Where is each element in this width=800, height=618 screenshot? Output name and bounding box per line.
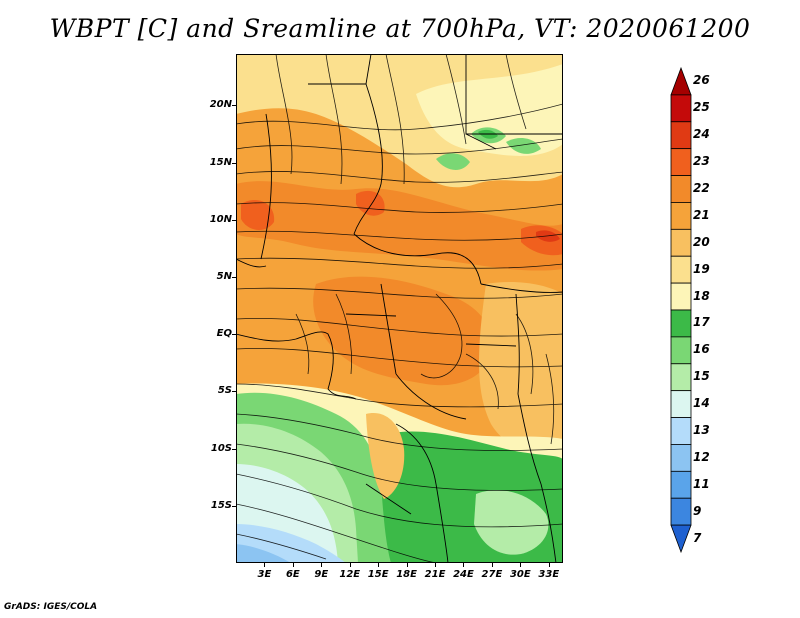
lat-tick: [232, 391, 236, 393]
lon-label: 12E: [339, 569, 361, 580]
lon-tick: [463, 563, 465, 567]
colorbar-segment: [670, 363, 692, 392]
field-warm-band-west: [236, 181, 563, 271]
map-panel: [236, 54, 563, 563]
lon-tick: [406, 563, 408, 567]
field-north-yellow-west: [236, 54, 376, 100]
colorbar-label: 19: [693, 261, 710, 276]
lon-label: 30E: [509, 569, 531, 580]
colorbar-segment: [670, 470, 692, 499]
lon-label: 21E: [424, 569, 446, 580]
colorbar: [670, 66, 692, 554]
lat-tick: [232, 505, 236, 507]
map-title: WBPT [C] and Sreamline at 700hPa, VT: 20…: [49, 14, 751, 43]
colorbar-label: 18: [693, 288, 710, 303]
lon-tick: [321, 563, 323, 567]
lon-label: 18E: [396, 569, 417, 580]
colorbar-segment: [670, 390, 692, 418]
lon-label: 3E: [257, 569, 272, 580]
lon-tick: [264, 563, 266, 567]
colorbar-segment: [670, 497, 692, 526]
colorbar-label: 24: [693, 127, 710, 142]
lon-tick: [378, 563, 380, 567]
field-north-yellow-east: [416, 64, 563, 156]
lat-label: 15N: [209, 156, 232, 168]
lat-label: 10S: [210, 442, 232, 454]
colorbar-segment: [670, 309, 692, 338]
colorbar-segment: [670, 148, 692, 176]
lat-tick: [232, 334, 236, 336]
political-boundaries: [236, 54, 563, 563]
colorbar-label: 14: [693, 396, 710, 411]
lat-tick: [232, 162, 236, 164]
colorbar-segment: [670, 282, 692, 311]
colorbar-label: 20: [693, 234, 710, 249]
field-south-blue-deep: [236, 544, 291, 563]
lat-label: 15S: [210, 499, 232, 511]
colorbar-label: 13: [693, 423, 710, 437]
lat-tick: [232, 105, 236, 107]
lon-tick: [548, 563, 550, 567]
wbpt-field-map: [236, 54, 563, 563]
lat-label: 20N: [209, 99, 232, 111]
colorbar-segment: [670, 228, 692, 257]
colorbar-label: 25: [693, 100, 710, 115]
colorbar-label: 7: [693, 530, 702, 545]
lon-label: 24E: [453, 569, 474, 580]
colorbar-segment: [670, 121, 692, 150]
colorbar-label: 12: [693, 449, 710, 464]
field-sahel-green-b: [436, 153, 470, 170]
lat-tick: [232, 277, 236, 279]
lat-label: 5S: [217, 385, 232, 397]
lat-label: EQ: [216, 328, 232, 340]
colorbar-label: 21: [693, 207, 710, 222]
lon-tick: [491, 563, 493, 567]
lat-tick: [232, 219, 236, 221]
colorbar-label: 9: [693, 503, 702, 518]
field-hot-core-w: [241, 200, 275, 230]
lon-label: 33E: [538, 569, 560, 580]
colorbar-segment: [670, 66, 692, 96]
colorbar-segment: [670, 175, 692, 203]
lat-label: 10N: [209, 213, 232, 225]
lon-label: 27E: [481, 569, 503, 580]
lon-label: 15E: [367, 569, 389, 580]
colorbar-segment: [670, 336, 692, 365]
colorbar-segment: [670, 202, 692, 230]
field-sahel-green-c: [506, 138, 541, 154]
colorbar-label: 16: [693, 342, 710, 357]
colorbar-segment: [670, 444, 692, 472]
colorbar-segment: [670, 255, 692, 284]
field-south-light-green-e: [474, 490, 549, 555]
lat-tick: [232, 448, 236, 450]
lon-label: 9E: [314, 569, 329, 580]
colorbar-label: 23: [693, 154, 710, 169]
colorbar-label: 17: [693, 315, 710, 330]
lon-tick: [349, 563, 351, 567]
streamlines: [236, 54, 563, 563]
colorbar-segment: [670, 417, 692, 445]
colorbar-label: 26: [693, 73, 710, 88]
lon-tick: [292, 563, 294, 567]
map-frame: [236, 54, 563, 563]
colorbar-segment: [670, 94, 692, 123]
colorbar-segment: [670, 524, 692, 554]
lat-label: 5N: [216, 271, 232, 283]
field-east-pale: [479, 282, 563, 456]
lon-label: 6E: [285, 569, 300, 580]
colorbar-label: 22: [693, 181, 710, 195]
lon-tick: [520, 563, 522, 567]
colorbar-label: 11: [693, 476, 710, 491]
lon-tick: [435, 563, 437, 567]
colorbar-label: 15: [693, 369, 710, 384]
footer-credit: GrADS: IGES/COLA: [4, 602, 98, 612]
